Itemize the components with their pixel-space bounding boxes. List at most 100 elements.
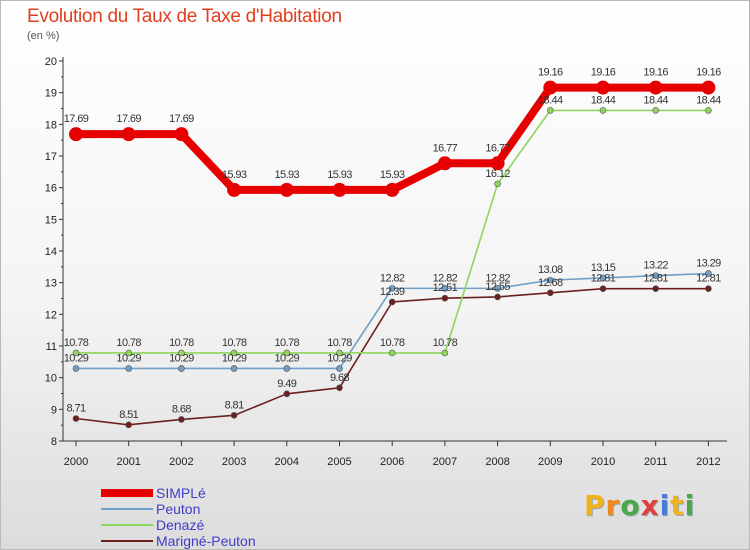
data-point-peuton-2006 bbox=[388, 285, 396, 292]
data-label-denaze-2012: 18.44 bbox=[696, 94, 721, 106]
data-point-denaze-2007 bbox=[441, 349, 449, 357]
x-tick-label-2003: 2003 bbox=[222, 456, 246, 468]
x-tick-label-2000: 2000 bbox=[64, 456, 88, 468]
logo-letter: x bbox=[640, 489, 660, 522]
y-tick-label-11: 11 bbox=[46, 341, 57, 353]
data-label-simple-2003: 15.93 bbox=[222, 169, 247, 181]
data-label-simple-2008: 16.77 bbox=[485, 142, 510, 154]
data-point-simple-2010 bbox=[596, 80, 610, 95]
data-label-denaze-2008: 16.12 bbox=[485, 168, 510, 180]
y-tick-label-14: 14 bbox=[45, 246, 57, 258]
y-tick-label-15: 15 bbox=[45, 214, 57, 226]
data-point-denaze-2012 bbox=[705, 107, 712, 114]
data-point-marigne-peuton-2001 bbox=[125, 421, 132, 429]
data-point-denaze-2011 bbox=[652, 107, 660, 114]
legend-item-denaze: Denazé bbox=[101, 517, 341, 533]
data-label-peuton-2008: 12.82 bbox=[485, 272, 510, 284]
data-point-peuton-2002 bbox=[178, 365, 185, 372]
data-point-peuton-2008 bbox=[494, 285, 501, 292]
chart-title: Evolution du Taux de Taxe d'Habitation bbox=[27, 6, 342, 27]
data-point-simple-2001 bbox=[121, 127, 136, 142]
data-label-peuton-2012: 13.29 bbox=[696, 257, 721, 269]
data-label-marigne-peuton-2010: 12.81 bbox=[591, 273, 616, 285]
logo-letter: i bbox=[659, 489, 671, 522]
data-label-peuton-2005: 10.29 bbox=[327, 352, 352, 364]
y-tick-label-17: 17 bbox=[45, 151, 57, 163]
data-label-marigne-peuton-2003: 8.81 bbox=[225, 399, 244, 411]
data-label-peuton-2007: 12.82 bbox=[433, 272, 458, 284]
data-label-denaze-2007: 10.78 bbox=[433, 337, 458, 349]
data-label-denaze-2003: 10.78 bbox=[222, 337, 247, 349]
y-tick-label-10: 10 bbox=[45, 373, 57, 385]
data-label-peuton-2003: 10.29 bbox=[222, 352, 247, 364]
data-point-peuton-2010 bbox=[599, 274, 607, 282]
data-label-denaze-2001: 10.78 bbox=[116, 337, 141, 349]
data-point-simple-2000 bbox=[69, 127, 83, 142]
legend-swatch-peuton bbox=[101, 508, 153, 510]
logo-letter: o bbox=[620, 489, 641, 522]
data-label-denaze-2009: 18.44 bbox=[538, 94, 563, 106]
data-label-marigne-peuton-2012: 12.81 bbox=[696, 273, 721, 285]
data-label-marigne-peuton-2005: 9.68 bbox=[330, 372, 349, 384]
data-label-denaze-2006: 10.78 bbox=[380, 337, 405, 349]
data-label-simple-2005: 15.93 bbox=[327, 169, 352, 181]
legend-swatch-denaze bbox=[101, 524, 153, 526]
y-tick-label-19: 19 bbox=[45, 88, 57, 100]
y-tick-label-16: 16 bbox=[45, 183, 57, 195]
data-point-marigne-peuton-2000 bbox=[72, 415, 80, 422]
data-point-marigne-peuton-2003 bbox=[230, 412, 238, 419]
legend-label-marigne-peuton: Marigné-Peuton bbox=[156, 533, 256, 549]
data-point-marigne-peuton-2006 bbox=[388, 298, 396, 306]
data-label-denaze-2011: 18.44 bbox=[643, 94, 668, 106]
data-label-denaze-2002: 10.78 bbox=[169, 337, 194, 349]
data-point-simple-2007 bbox=[437, 156, 452, 171]
logo-letter: r bbox=[605, 489, 621, 522]
data-label-simple-2011: 19.16 bbox=[643, 67, 668, 79]
data-label-peuton-2001: 10.29 bbox=[116, 352, 141, 364]
data-point-denaze-2003 bbox=[230, 349, 238, 357]
data-label-marigne-peuton-2004: 9.49 bbox=[277, 378, 296, 390]
x-tick-label-2005: 2005 bbox=[327, 456, 351, 468]
data-label-simple-2004: 15.93 bbox=[275, 169, 300, 181]
data-label-peuton-2000: 10.29 bbox=[64, 352, 89, 364]
data-point-marigne-peuton-2005 bbox=[336, 384, 343, 392]
legend-label-peuton: Peuton bbox=[156, 501, 201, 517]
data-label-peuton-2002: 10.29 bbox=[169, 352, 194, 364]
data-point-denaze-2004 bbox=[283, 349, 291, 357]
data-label-simple-2007: 16.77 bbox=[433, 142, 458, 154]
legend-label-simple: SIMPLé bbox=[156, 485, 206, 501]
data-label-peuton-2011: 13.22 bbox=[643, 260, 668, 272]
data-label-simple-2006: 15.93 bbox=[380, 169, 405, 181]
data-label-marigne-peuton-2008: 12.55 bbox=[485, 281, 510, 293]
data-point-peuton-2003 bbox=[230, 365, 238, 372]
data-point-simple-2006 bbox=[385, 182, 400, 197]
data-label-peuton-2009: 13.08 bbox=[538, 264, 563, 276]
x-tick-label-2007: 2007 bbox=[433, 456, 457, 468]
data-point-simple-2011 bbox=[648, 80, 663, 95]
data-point-denaze-2008 bbox=[494, 180, 501, 188]
data-label-simple-2000: 17.69 bbox=[64, 113, 89, 125]
data-point-peuton-2007 bbox=[441, 285, 449, 292]
x-tick-label-2004: 2004 bbox=[275, 456, 299, 468]
data-point-denaze-2002 bbox=[178, 349, 185, 357]
legend-swatch-simple bbox=[101, 489, 153, 497]
x-tick-label-2008: 2008 bbox=[485, 456, 509, 468]
data-point-simple-2009 bbox=[543, 80, 558, 95]
data-point-marigne-peuton-2009 bbox=[546, 289, 554, 297]
data-label-peuton-2010: 13.15 bbox=[591, 262, 616, 274]
data-label-simple-2001: 17.69 bbox=[116, 113, 141, 125]
data-label-denaze-2005: 10.78 bbox=[327, 337, 352, 349]
data-point-peuton-2004 bbox=[283, 365, 291, 372]
data-label-denaze-2010: 18.44 bbox=[591, 94, 616, 106]
data-label-marigne-peuton-2009: 12.68 bbox=[538, 277, 563, 289]
data-label-marigne-peuton-2002: 8.68 bbox=[172, 403, 191, 415]
y-tick-label-9: 9 bbox=[51, 404, 57, 416]
data-point-simple-2005 bbox=[332, 182, 347, 197]
data-point-marigne-peuton-2011 bbox=[652, 285, 660, 292]
series-line-denaze bbox=[75, 109, 710, 354]
chart-unit-label: (en %) bbox=[27, 30, 60, 42]
legend-item-simple: SIMPLé bbox=[101, 485, 341, 501]
x-tick-label-2001: 2001 bbox=[116, 456, 140, 468]
